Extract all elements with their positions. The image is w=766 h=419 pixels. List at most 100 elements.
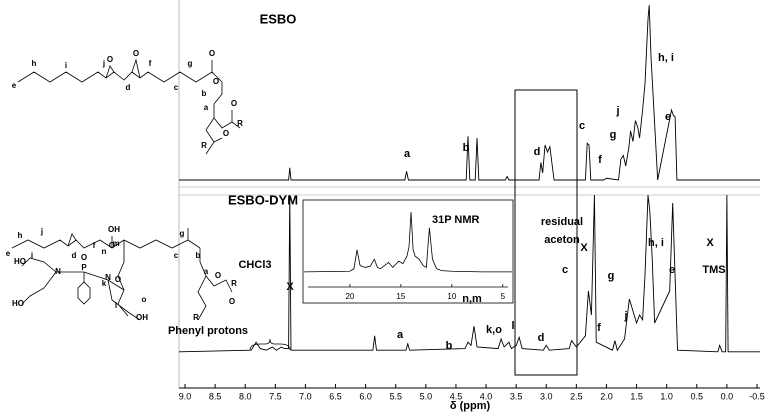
peak-label: g xyxy=(610,129,617,141)
structure-label: e xyxy=(12,81,17,90)
x-tick-label: 0.5 xyxy=(691,391,704,401)
peak-label: d xyxy=(538,332,545,344)
structure-label: g xyxy=(188,59,193,68)
x-tick-label: 3.5 xyxy=(510,391,523,401)
structure-label: O xyxy=(209,49,215,58)
peak-label: g xyxy=(608,270,615,282)
structure-label: j xyxy=(40,227,43,236)
peak-label: n,m xyxy=(462,293,482,305)
peak-label: b xyxy=(446,340,453,352)
peak-label: l xyxy=(511,320,514,332)
inset-tick-label: 5 xyxy=(501,292,506,301)
x-tick-label: 7.0 xyxy=(299,391,312,401)
peak-label: a xyxy=(397,329,404,341)
peak-label: b xyxy=(463,142,470,154)
peak-label: f xyxy=(598,154,602,166)
structure-label: HO xyxy=(14,257,26,266)
peak-label: k,o xyxy=(486,324,502,336)
x-tick-label: 4.0 xyxy=(480,391,493,401)
structure-label: c xyxy=(174,251,179,260)
series-name: ESBO xyxy=(260,11,297,26)
structure-label: h xyxy=(32,59,37,68)
peak-label: c xyxy=(562,264,568,276)
structure-label: j xyxy=(102,59,105,68)
structure-label: R xyxy=(237,119,243,128)
structure-label: P xyxy=(81,263,87,272)
x-tick-label: 2.0 xyxy=(600,391,613,401)
structure-label: O xyxy=(109,241,115,250)
structure-label: O xyxy=(229,297,235,306)
peak-label: residual xyxy=(541,216,583,228)
structure-label: R xyxy=(193,313,199,322)
peak-label: j xyxy=(623,310,627,322)
structure-label: g xyxy=(180,229,185,238)
peak-label: j xyxy=(615,105,619,117)
x-tick-label: 5.0 xyxy=(420,391,433,401)
structure-label: f xyxy=(93,241,96,250)
structure-label: o xyxy=(142,295,147,304)
structure-label: l xyxy=(115,301,117,310)
structure-label: OH xyxy=(108,225,120,234)
structure-label: O xyxy=(115,275,121,284)
peak-label: c xyxy=(579,120,585,132)
inset-tick-label: 20 xyxy=(345,292,354,301)
x-tick-label: -0.5 xyxy=(749,391,765,401)
series-name: ESBO-DYM xyxy=(228,192,298,207)
x-tick-label: 6.0 xyxy=(359,391,372,401)
peak-label: e xyxy=(665,111,671,123)
inset-tick-label: 15 xyxy=(396,292,405,301)
x-axis-label: δ (ppm) xyxy=(450,400,491,412)
x-tick-label: 5.5 xyxy=(389,391,402,401)
x-tick-label: 2.5 xyxy=(570,391,583,401)
structure-label: c xyxy=(174,83,179,92)
peak-label: X xyxy=(580,242,588,254)
structure-label: O xyxy=(133,49,139,58)
structure-label: i xyxy=(31,251,33,260)
peak-label: h, i xyxy=(658,52,674,64)
structure-label: OH xyxy=(136,313,148,322)
structure-label: R xyxy=(231,279,237,288)
structure-label: O xyxy=(215,271,221,280)
x-tick-label: 0.0 xyxy=(721,391,734,401)
x-tick-label: 1.0 xyxy=(660,391,673,401)
structure-label: e xyxy=(6,249,11,258)
structure-label: b xyxy=(202,89,207,98)
structure-esbo-dym xyxy=(11,228,233,321)
x-tick-label: 6.5 xyxy=(329,391,342,401)
structure-label: O xyxy=(107,55,113,64)
structure-label: O xyxy=(223,129,229,138)
structure-label: R xyxy=(201,141,207,150)
brace xyxy=(249,338,291,351)
peak-label: TMS xyxy=(702,264,725,276)
peak-label: X xyxy=(286,281,294,293)
x-tick-label: 7.5 xyxy=(269,391,282,401)
structure-label: O xyxy=(231,99,237,108)
structure-label: k xyxy=(102,279,107,288)
x-tick-label: 9.0 xyxy=(179,391,192,401)
structure-label: O xyxy=(213,77,219,86)
spectrum xyxy=(179,4,760,181)
inset-spectrum xyxy=(304,211,512,273)
structure-label: f xyxy=(149,59,152,68)
structure-label: i xyxy=(65,61,67,70)
peak-label: Phenyl protons xyxy=(168,325,248,337)
structure-label: h xyxy=(18,231,23,240)
inset-tick-label: 10 xyxy=(447,292,456,301)
peak-label: CHCl3 xyxy=(238,259,271,271)
x-tick-label: 8.5 xyxy=(209,391,222,401)
structure-label: HO xyxy=(12,299,24,308)
structure-esbo xyxy=(17,58,241,155)
structure-label: m xyxy=(112,239,119,248)
peak-label: e xyxy=(669,264,675,276)
structure-label: O xyxy=(81,253,87,262)
peak-label: h, i xyxy=(648,237,664,249)
structure-label: N xyxy=(105,273,111,282)
structure-label: a xyxy=(204,103,209,112)
peak-label: aceton xyxy=(544,234,580,246)
peak-label: f xyxy=(597,322,601,334)
structure-label: d xyxy=(126,83,131,92)
x-tick-label: 8.0 xyxy=(239,391,252,401)
structure-label: n xyxy=(102,247,107,256)
x-tick-label: 3.0 xyxy=(540,391,553,401)
